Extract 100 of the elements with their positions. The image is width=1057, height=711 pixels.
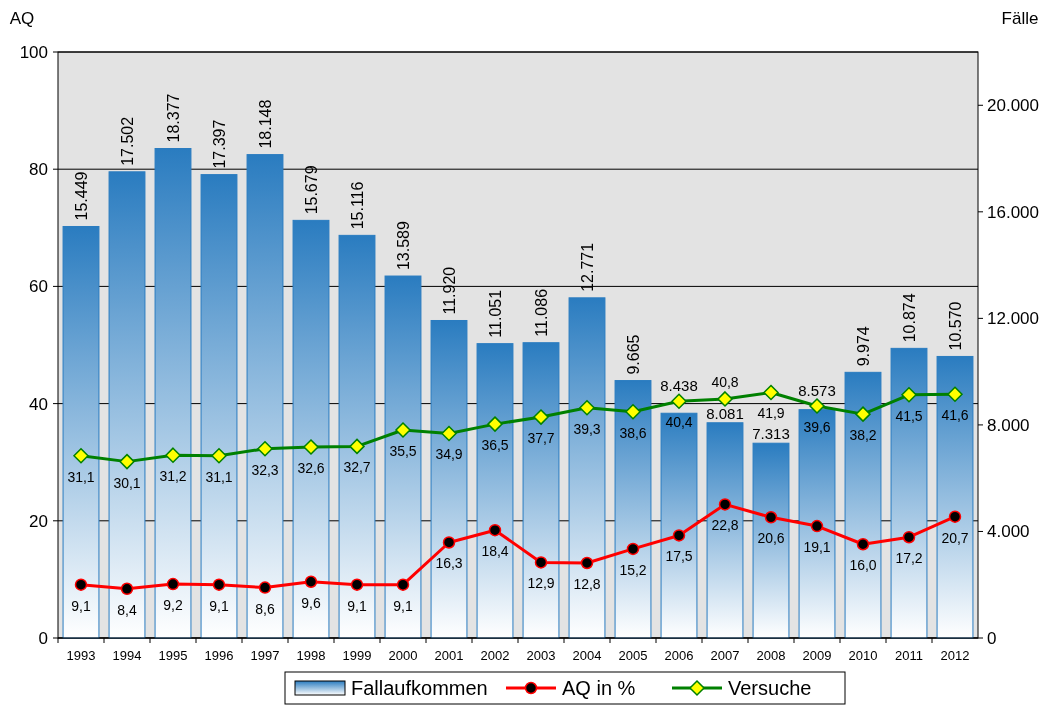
data-label: 31,1 bbox=[205, 468, 233, 485]
data-label: 8,6 bbox=[255, 600, 275, 617]
x-tick-label: 2004 bbox=[572, 648, 602, 663]
data-label: 30,1 bbox=[113, 474, 141, 491]
data-label: 13.589 bbox=[395, 221, 412, 271]
y-tick-label: 100 bbox=[19, 42, 48, 62]
data-label: 8,4 bbox=[117, 601, 137, 618]
x-tick-label: 1999 bbox=[342, 648, 372, 663]
point bbox=[717, 391, 733, 407]
data-label: 40,8 bbox=[711, 373, 739, 390]
data-label: 39,6 bbox=[803, 418, 831, 435]
point bbox=[395, 422, 411, 438]
x-tick-label: 2010 bbox=[848, 648, 878, 663]
point bbox=[533, 409, 549, 425]
data-label: 8.081 bbox=[706, 404, 744, 422]
point bbox=[165, 447, 181, 463]
data-label: 11.086 bbox=[533, 288, 550, 337]
bar bbox=[338, 234, 376, 639]
data-label: 9,1 bbox=[209, 597, 229, 614]
point bbox=[671, 393, 687, 410]
x-tick-label: 2007 bbox=[710, 648, 740, 663]
data-label: 12,8 bbox=[573, 575, 601, 592]
data-label: 16,0 bbox=[849, 557, 877, 574]
data-label: 35,5 bbox=[389, 442, 417, 459]
y2-tick-label: 12.000 bbox=[987, 309, 1039, 329]
data-label: 16,3 bbox=[435, 555, 463, 572]
point bbox=[119, 453, 135, 470]
point bbox=[74, 578, 88, 591]
data-label: 37,7 bbox=[527, 430, 555, 447]
data-label: 32,6 bbox=[297, 459, 325, 476]
x-tick-label: 2009 bbox=[802, 648, 832, 663]
data-label: 10.570 bbox=[947, 301, 964, 351]
legend-label: AQ in % bbox=[562, 677, 636, 699]
x-tick-label: 1996 bbox=[204, 648, 234, 663]
data-label: 41,9 bbox=[757, 405, 785, 422]
x-tick-label: 1993 bbox=[66, 648, 96, 663]
data-label: 38,6 bbox=[619, 424, 647, 441]
data-label: 15.116 bbox=[349, 181, 366, 230]
data-label: 17,2 bbox=[895, 550, 923, 567]
bar bbox=[476, 343, 514, 639]
bar bbox=[798, 409, 836, 639]
y-tick-label: 40 bbox=[29, 394, 48, 414]
data-label: 8.438 bbox=[660, 377, 698, 395]
y-tick-label: 80 bbox=[29, 160, 48, 180]
data-label: 9,1 bbox=[71, 597, 91, 614]
point bbox=[672, 529, 686, 542]
bar bbox=[108, 171, 146, 639]
legend-label: Versuche bbox=[728, 677, 812, 699]
x-tick-label: 1994 bbox=[112, 648, 142, 663]
point bbox=[349, 438, 365, 455]
point bbox=[488, 523, 502, 537]
point bbox=[902, 530, 916, 544]
data-label: 17,5 bbox=[665, 548, 693, 565]
data-label: 31,2 bbox=[159, 468, 187, 485]
bar bbox=[660, 412, 698, 639]
data-label: 39,3 bbox=[573, 420, 601, 437]
data-label: 18.148 bbox=[257, 99, 274, 149]
data-label: 17.502 bbox=[119, 116, 136, 166]
point bbox=[534, 556, 548, 569]
data-label: 31,1 bbox=[67, 468, 95, 485]
point bbox=[441, 425, 457, 442]
point bbox=[579, 399, 595, 416]
data-label: 36,5 bbox=[481, 437, 509, 454]
x-tick-label: 1997 bbox=[250, 648, 280, 663]
x-tick-label: 2012 bbox=[940, 648, 970, 663]
point bbox=[212, 578, 226, 591]
y2-tick-label: 4.000 bbox=[987, 522, 1030, 542]
data-label: 32,3 bbox=[251, 461, 279, 478]
point bbox=[901, 387, 917, 403]
bar bbox=[890, 347, 928, 639]
x-tick-label: 1998 bbox=[296, 648, 326, 663]
x-tick-label: 2001 bbox=[434, 648, 464, 663]
data-label: 32,7 bbox=[343, 459, 371, 476]
data-label: 20,6 bbox=[757, 530, 785, 547]
point bbox=[809, 398, 825, 414]
data-label: 17.397 bbox=[211, 119, 228, 169]
point bbox=[855, 406, 871, 422]
point bbox=[810, 519, 824, 533]
point bbox=[396, 578, 410, 591]
data-label: 9,6 bbox=[301, 594, 321, 611]
x-tick-label: 2011 bbox=[895, 648, 923, 663]
point bbox=[625, 404, 641, 420]
x-tick-label: 2005 bbox=[618, 648, 648, 663]
point bbox=[73, 448, 89, 464]
bar bbox=[844, 371, 882, 639]
bar bbox=[706, 422, 744, 639]
point bbox=[303, 439, 319, 455]
y-tick-label: 20 bbox=[29, 511, 48, 531]
data-label: 12.771 bbox=[579, 242, 596, 292]
y2-axis-title: Fälle bbox=[1001, 9, 1039, 28]
x-tick-label: 2008 bbox=[756, 648, 786, 663]
legend-label: Fallaufkommen bbox=[351, 677, 488, 699]
bar bbox=[752, 442, 790, 639]
point bbox=[258, 581, 272, 594]
bar bbox=[568, 297, 606, 639]
bar bbox=[430, 320, 468, 639]
point bbox=[166, 577, 180, 591]
x-tick-label: 2003 bbox=[526, 648, 556, 663]
data-label: 34,9 bbox=[435, 446, 463, 463]
point bbox=[947, 386, 963, 402]
